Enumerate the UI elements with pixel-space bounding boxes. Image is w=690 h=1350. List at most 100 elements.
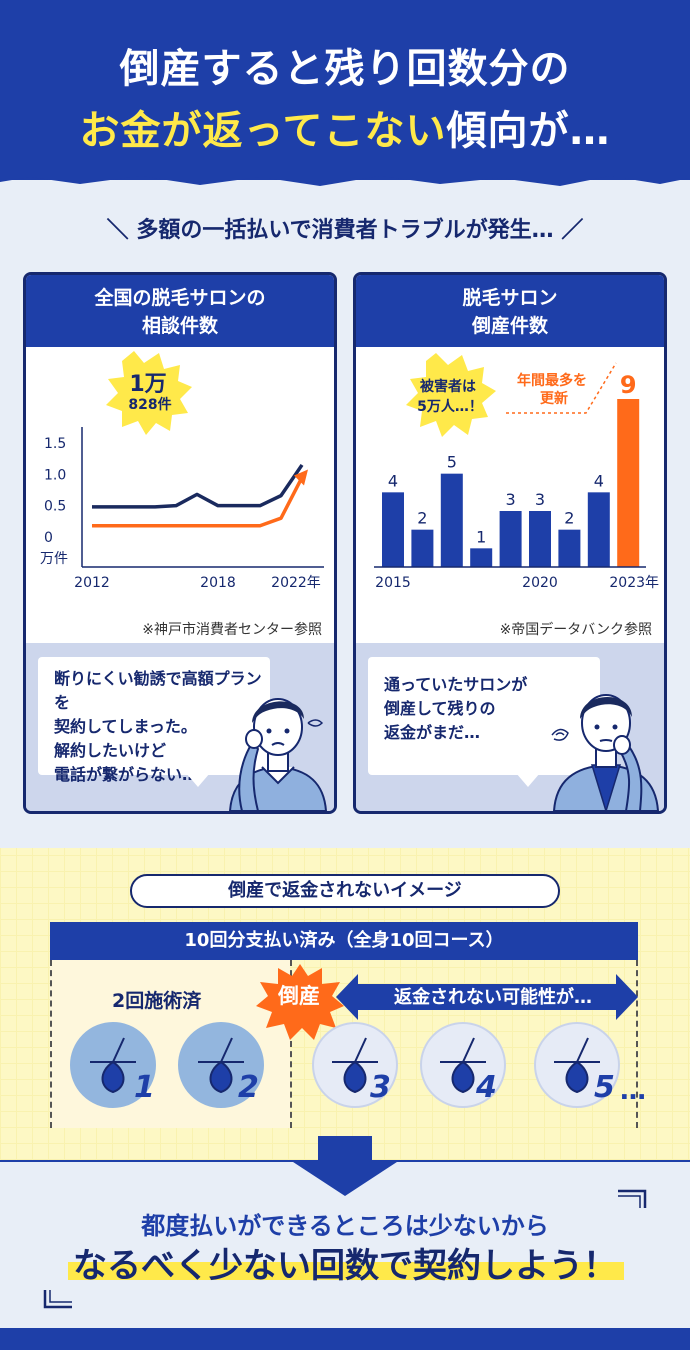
hair-follicle-icons <box>90 1037 600 1094</box>
quote-line: 倒産して残りの <box>384 699 496 718</box>
line-chart-area: 1万 828件 万件 1.5 1.0 0.5 0 2012 2018 2022年 ※神戸市消… <box>26 347 334 643</box>
annotation-leader <box>506 362 617 414</box>
header-brush-edge <box>0 168 690 186</box>
bar-value-label: 4 <box>594 471 604 490</box>
x-tick-label: 2023年 <box>609 575 659 591</box>
session-number: 4 <box>476 1070 497 1105</box>
panel-title: 脱毛サロン 倒産件数 <box>356 275 664 347</box>
quote-text: 断りにくい勧誘で高額プランを 契約してしまった。 解約したいけど 電話が繋がらな… <box>54 667 270 787</box>
panel-title-line1: 脱毛サロン <box>462 287 558 309</box>
series-line-1 <box>92 463 304 509</box>
x-tick-label: 2018 <box>200 575 236 591</box>
bubble-tail <box>516 773 540 787</box>
bar-value-label: 3 <box>506 490 516 509</box>
session-circle-2 <box>178 1022 264 1108</box>
bar-2015 <box>382 492 404 567</box>
quote-line: 解約したいけど <box>54 741 167 760</box>
hair-follicle-icon <box>332 1037 378 1094</box>
bar-value-label: 3 <box>535 490 545 509</box>
annotation-line2: 更新 <box>540 390 568 407</box>
bubble-tail <box>186 773 210 787</box>
bar-value-label: 5 <box>447 453 457 472</box>
speech-bubble: 断りにくい勧誘で高額プランを 契約してしまった。 解約したいけど 電話が繋がらな… <box>38 657 270 784</box>
victims-line1: 被害者は <box>420 378 476 395</box>
bankruptcy-label: 倒産 <box>278 984 320 1008</box>
title-line1: 倒産すると残り回数分の <box>119 46 571 92</box>
speech-bubble: 通っていたサロンが 倒産して残りの 返金がまだ… <box>368 657 600 775</box>
session-number: 5 <box>594 1070 615 1105</box>
bar-value-label: 2 <box>564 509 574 528</box>
bar-2021 <box>558 529 581 567</box>
section-pill: 倒産で返金されないイメージ <box>130 874 560 908</box>
advice-line1: 都度払いができるところは少ないから <box>141 1212 549 1240</box>
course-bar: 10回分支払い済み（全身10回コース） <box>50 922 638 960</box>
quote-line: 断りにくい勧誘で高額プランを <box>54 669 262 712</box>
bar-2020 <box>529 511 551 567</box>
trend-arrowhead <box>294 469 308 486</box>
session-number: 2 <box>238 1070 259 1105</box>
quote-line: 契約してしまった。 <box>54 717 197 736</box>
footer-band <box>0 1328 690 1350</box>
down-arrow-icon <box>290 1136 400 1196</box>
title-highlight: お金が返ってこない <box>79 108 447 154</box>
quote-line: 電話が繋がらない… <box>54 765 199 784</box>
troubled-man-illustration <box>551 694 660 811</box>
quote-line: 返金がまだ… <box>384 723 481 742</box>
x-tick-label: 2015 <box>375 575 411 591</box>
bar-value-label: 1 <box>476 527 486 546</box>
no-refund-text: 返金されない可能性が… <box>394 987 592 1008</box>
subtitle-text: 多額の一括払いで消費者トラブルが発生… <box>136 218 554 243</box>
badge-line1: 1万 <box>129 372 166 397</box>
corner-bracket-icon <box>43 1290 72 1309</box>
session-number: 3 <box>370 1070 391 1105</box>
annotation-line1: 年間最多を <box>517 372 587 389</box>
badge-burst <box>106 351 192 435</box>
quote-text: 通っていたサロンが 倒産して残りの 返金がまだ… <box>384 673 527 745</box>
advice-line2: なるべく少ない回数で契約しよう！ <box>73 1246 617 1286</box>
y-unit-label: 万件 <box>40 551 68 567</box>
bar-2023年 <box>617 399 640 567</box>
panel-title: 全国の脱毛サロンの 相談件数 <box>26 275 334 347</box>
session-circle-1 <box>70 1022 156 1108</box>
bankruptcy-burst <box>256 964 344 1040</box>
chart-source: ※神戸市消費者センター参照 <box>142 622 322 638</box>
quote-line: 通っていたサロンが <box>384 675 528 694</box>
y-tick-label: 1.5 <box>44 436 66 452</box>
subtitle: ＼ 多額の一括払いで消費者トラブルが発生… ／ <box>106 218 584 243</box>
x-tick-label: 2020 <box>522 575 558 591</box>
bar-2022 <box>587 492 610 567</box>
title-rest: 傾向が… <box>446 108 611 154</box>
panel-title-line2: 倒産件数 <box>471 315 548 337</box>
line-chart: 1万 828件 万件 1.5 1.0 0.5 0 2012 2018 2022年 <box>40 351 324 591</box>
panel-title-line1: 全国の脱毛サロンの <box>94 287 266 309</box>
victims-line2: 5万人…！ <box>417 398 483 415</box>
chart-source: ※帝国データバンク参照 <box>499 622 652 638</box>
bar-value-label: 9 <box>620 371 637 399</box>
corner-bracket-icon <box>618 1189 647 1208</box>
dashed-line <box>50 960 52 1128</box>
worried-man-illustration <box>228 698 328 811</box>
ellipsis: … <box>620 1076 646 1106</box>
victims-burst <box>406 353 496 437</box>
hair-follicle-icon <box>90 1037 136 1094</box>
consultation-panel: 全国の脱毛サロンの 相談件数 1万 828件 万件 1.5 1.0 0.5 0 2012… <box>23 272 337 814</box>
panel-title-line2: 相談件数 <box>141 315 218 337</box>
bar-2019 <box>499 511 522 567</box>
double-arrow <box>336 974 638 1020</box>
badge-line2: 828件 <box>128 396 171 413</box>
header-band <box>0 0 690 180</box>
session-number: 1 <box>134 1070 155 1105</box>
dashed-line <box>636 960 638 1128</box>
bar-2017 <box>440 473 463 567</box>
bar-value-label: 4 <box>388 471 398 490</box>
y-tick-label: 1.0 <box>44 467 66 483</box>
hair-follicle-icon <box>440 1037 486 1094</box>
bar-2016 <box>411 529 434 567</box>
y-tick-label: 0 <box>44 530 53 546</box>
hair-follicle-icon <box>554 1037 600 1094</box>
title-line2: お金が返ってこない傾向が… <box>0 98 690 156</box>
quote-area: 通っていたサロンが 倒産して残りの 返金がまだ… <box>356 643 664 811</box>
completed-label: 2回施術済 <box>112 990 202 1012</box>
